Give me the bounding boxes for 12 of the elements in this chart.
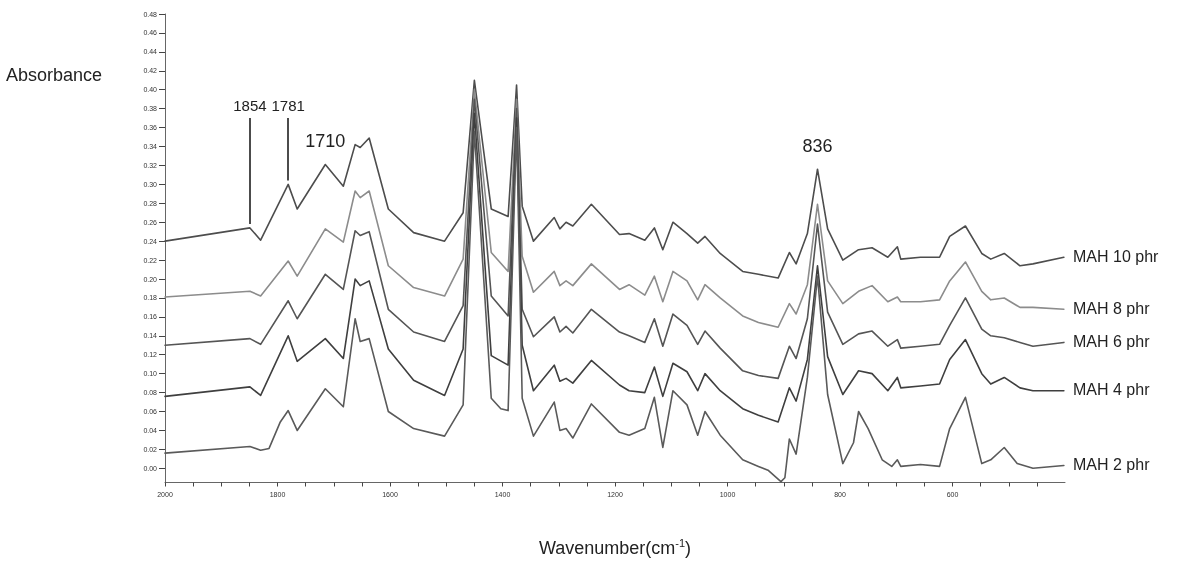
line-series: [164, 88, 1065, 329]
annotation: 836: [802, 136, 833, 157]
y-axis-title: Absorbance: [6, 65, 103, 85]
annotation: 1854: [233, 97, 267, 115]
annotation: 1710: [305, 131, 346, 152]
series-label: MAH 10 phr: [1073, 247, 1160, 265]
series-label: MAH 4 phr: [1073, 381, 1151, 399]
series-label: MAH 8 phr: [1073, 299, 1151, 317]
line-series: [164, 112, 1065, 423]
annotation: 1781: [271, 97, 305, 115]
series-label: MAH 6 phr: [1073, 332, 1151, 350]
series-label: MAH 2 phr: [1073, 455, 1151, 473]
